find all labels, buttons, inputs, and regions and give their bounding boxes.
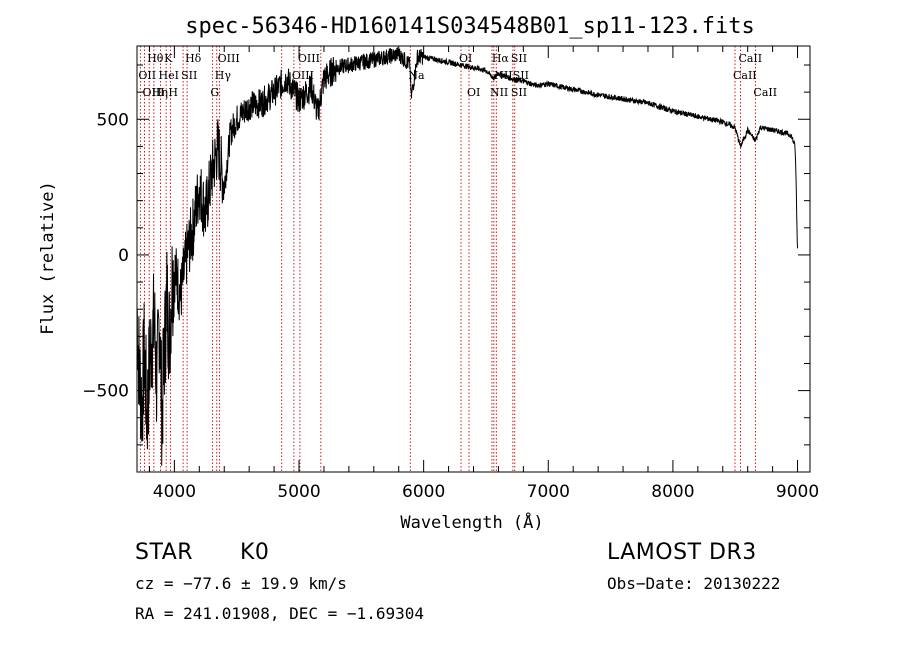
spectral-line-label: G — [210, 86, 219, 99]
spectral-line-label: SII — [511, 52, 527, 65]
coordinates: RA = 241.01908, DEC = −1.69304 — [135, 604, 424, 623]
spectral-line-label: SII — [513, 69, 529, 82]
spectral-line-label: K — [164, 52, 173, 65]
spectral-line-label: OIII — [218, 52, 240, 65]
x-tick-label: 6000 — [402, 482, 445, 502]
redshift-cz: cz = −77.6 ± 19.9 km/s — [135, 574, 347, 593]
spectral-line-label: CaII — [753, 86, 777, 99]
spectral-line-label: Na — [408, 69, 425, 82]
y-tick-label: 500 — [97, 110, 129, 130]
spectral-line-label: CaII — [738, 52, 762, 65]
y-tick-label: −500 — [82, 382, 129, 402]
spectral-line-label: SII — [181, 69, 197, 82]
survey-name: LAMOST DR3 — [607, 540, 757, 565]
spectral-line-label: HeI — [159, 69, 179, 82]
spectral-line-label: OI — [459, 52, 472, 65]
x-axis-label: Wavelength (Å) — [400, 511, 543, 533]
spectral-line-label: OII — [138, 69, 156, 82]
spectral-line-label: Hδ — [185, 52, 202, 65]
spectral-line-label: OI — [467, 86, 480, 99]
spectral-line-label: Hη — [152, 86, 168, 99]
spectral-line-label: H — [168, 86, 178, 99]
x-tick-label: 4000 — [153, 482, 196, 502]
observation-date: Obs−Date: 20130222 — [607, 574, 781, 593]
spectral-line-label: NII — [494, 69, 512, 82]
spectrum-trace — [136, 47, 798, 466]
x-tick-label: 7000 — [527, 482, 570, 502]
spectral-line-label: NII — [490, 86, 508, 99]
plot-area: 4000 5000 6000 7000 8000 9000 −500 0 500 Hθ K Hδ OII… — [82, 45, 819, 502]
spectral-line-label: Hθ — [147, 52, 164, 65]
spectral-line-label: Hγ — [215, 69, 232, 82]
spectral-line-label: OIII — [298, 52, 320, 65]
y-tick-label: 0 — [118, 246, 129, 266]
spectral-line-label: OIII — [292, 69, 314, 82]
x-tick-label: 9000 — [776, 482, 819, 502]
chart-title: spec-56346-HD160141S034548B01_sp11-123.f… — [185, 14, 755, 39]
spectral-line-label: OIII — [142, 86, 164, 99]
x-tick-label: 5000 — [277, 482, 320, 502]
spectral-line-label: SII — [511, 86, 527, 99]
y-axis-label: Flux (relative) — [38, 181, 58, 335]
spectral-line-label: CaII — [733, 69, 757, 82]
spectral-line-label: Hα — [492, 52, 510, 65]
object-class: STAR — [135, 540, 194, 565]
x-tick-label: 8000 — [651, 482, 694, 502]
object-subclass: K0 — [240, 540, 270, 565]
plot-frame — [136, 45, 811, 473]
